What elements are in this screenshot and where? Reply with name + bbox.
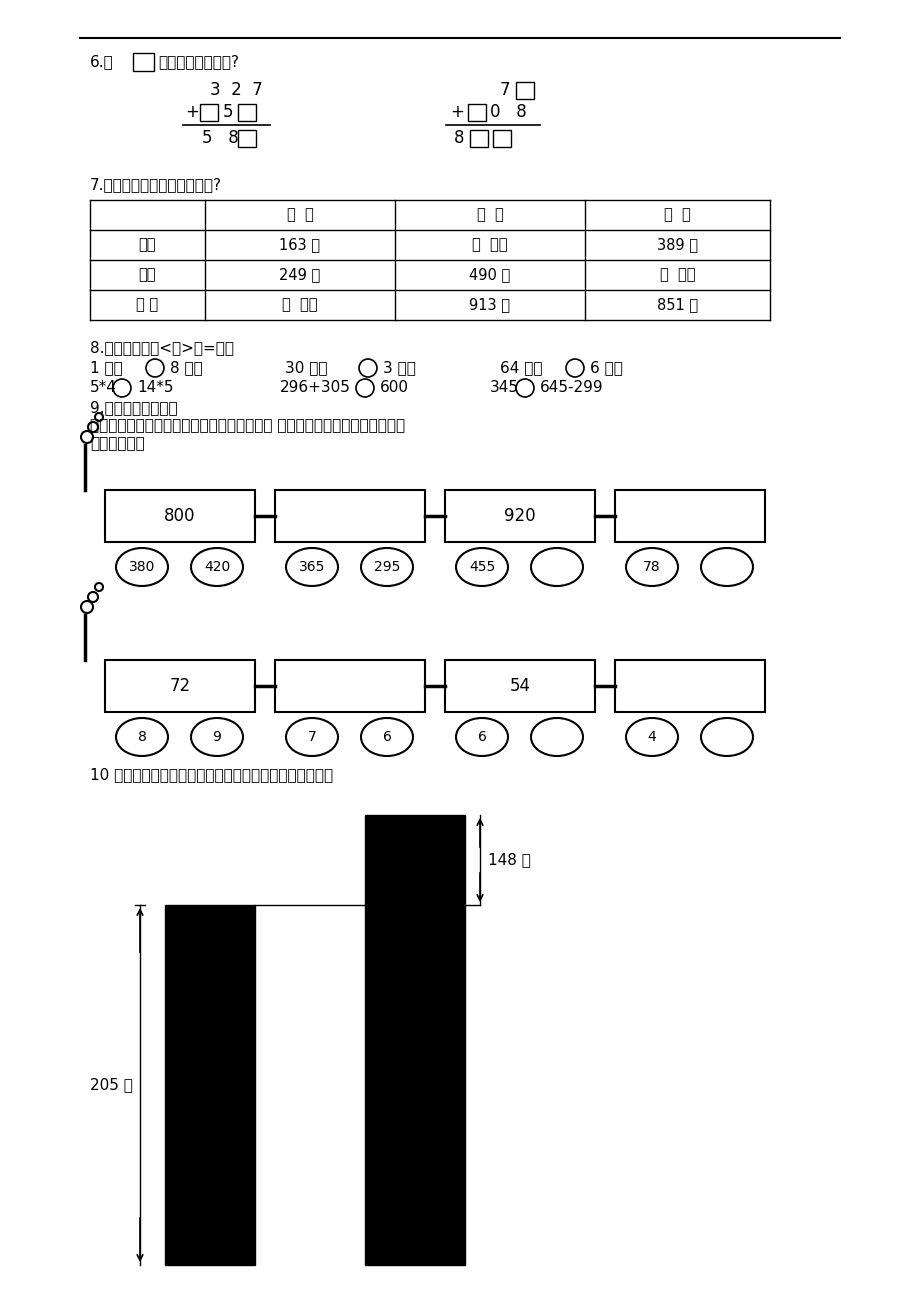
Text: 455: 455 bbox=[469, 560, 494, 574]
Text: 920: 920 bbox=[504, 506, 535, 525]
Text: 7: 7 bbox=[499, 81, 510, 99]
Text: 64 厘米: 64 厘米 bbox=[499, 361, 542, 375]
Ellipse shape bbox=[360, 548, 413, 586]
Bar bbox=[468, 104, 485, 121]
Bar bbox=[365, 815, 464, 1266]
Bar bbox=[275, 490, 425, 542]
Bar bbox=[105, 490, 255, 542]
Text: 3 厘米: 3 厘米 bbox=[382, 361, 415, 375]
Text: 7: 7 bbox=[307, 730, 316, 743]
Bar bbox=[493, 130, 510, 147]
Text: 5: 5 bbox=[222, 103, 233, 121]
Text: 205 个: 205 个 bbox=[90, 1078, 132, 1092]
Text: 30 毫米: 30 毫米 bbox=[285, 361, 327, 375]
Ellipse shape bbox=[456, 717, 507, 756]
Ellipse shape bbox=[530, 717, 583, 756]
Bar bbox=[614, 660, 765, 712]
Bar bbox=[238, 130, 255, 147]
Ellipse shape bbox=[116, 548, 168, 586]
Text: 7.你能把下面的表格填完整吗?: 7.你能把下面的表格填完整吗? bbox=[90, 177, 221, 193]
Text: +: + bbox=[185, 103, 199, 121]
Text: 14*5: 14*5 bbox=[137, 380, 174, 396]
Text: 5*4: 5*4 bbox=[90, 380, 117, 396]
Text: 还剩: 还剩 bbox=[139, 267, 156, 283]
Ellipse shape bbox=[191, 548, 243, 586]
Text: 卖出: 卖出 bbox=[139, 237, 156, 253]
Text: 365: 365 bbox=[299, 560, 324, 574]
Ellipse shape bbox=[286, 548, 337, 586]
Text: 249 个: 249 个 bbox=[279, 267, 321, 283]
Ellipse shape bbox=[625, 548, 677, 586]
Text: 389 个: 389 个 bbox=[656, 237, 698, 253]
Bar bbox=[614, 490, 765, 542]
Text: 10 下图是今天养鸡场收蛋情况。看图提出问题，并解答。: 10 下图是今天养鸡场收蛋情况。看图提出问题，并解答。 bbox=[90, 767, 333, 783]
Bar bbox=[238, 104, 255, 121]
Bar bbox=[470, 130, 487, 147]
Text: 420: 420 bbox=[204, 560, 230, 574]
Text: 缺少的数字。: 缺少的数字。 bbox=[90, 436, 144, 452]
Text: 里的数可以怎么填?: 里的数可以怎么填? bbox=[158, 55, 239, 69]
Text: 8 毫米: 8 毫米 bbox=[170, 361, 202, 375]
Text: 800: 800 bbox=[165, 506, 196, 525]
Text: 0   8: 0 8 bbox=[490, 103, 527, 121]
Text: +: + bbox=[449, 103, 463, 121]
Text: 6: 6 bbox=[477, 730, 486, 743]
Bar bbox=[199, 104, 218, 121]
Ellipse shape bbox=[530, 548, 583, 586]
Bar bbox=[445, 660, 595, 712]
Text: 72: 72 bbox=[169, 677, 190, 695]
Text: 490 个: 490 个 bbox=[469, 267, 510, 283]
Ellipse shape bbox=[700, 717, 752, 756]
Text: 排  球: 排 球 bbox=[476, 207, 503, 223]
Text: 1 分米: 1 分米 bbox=[90, 361, 122, 375]
Ellipse shape bbox=[191, 717, 243, 756]
Ellipse shape bbox=[286, 717, 337, 756]
Bar bbox=[275, 660, 425, 712]
Text: （  ）个: （ ）个 bbox=[282, 297, 317, 312]
Text: 3  2  7: 3 2 7 bbox=[210, 81, 263, 99]
Text: 345: 345 bbox=[490, 380, 518, 396]
Text: 先观察每列数字火车第一节车厢上三个数字之 间的关系，再填写其它节车厢上: 先观察每列数字火车第一节车厢上三个数字之 间的关系，再填写其它节车厢上 bbox=[90, 418, 404, 434]
Text: 足  球: 足 球 bbox=[664, 207, 690, 223]
Bar bbox=[516, 82, 533, 99]
Text: 380: 380 bbox=[129, 560, 155, 574]
Text: 6: 6 bbox=[382, 730, 391, 743]
Text: 295: 295 bbox=[373, 560, 400, 574]
Ellipse shape bbox=[360, 717, 413, 756]
Ellipse shape bbox=[116, 717, 168, 756]
Text: 8: 8 bbox=[138, 730, 146, 743]
Ellipse shape bbox=[625, 717, 677, 756]
Text: （  ）个: （ ）个 bbox=[659, 267, 695, 283]
Bar bbox=[445, 490, 595, 542]
Text: 4: 4 bbox=[647, 730, 655, 743]
Text: 6 分米: 6 分米 bbox=[589, 361, 622, 375]
Text: 851 个: 851 个 bbox=[656, 297, 698, 312]
Text: 8.在括号里填上<、>或=号。: 8.在括号里填上<、>或=号。 bbox=[90, 341, 233, 355]
Text: 296+305: 296+305 bbox=[279, 380, 350, 396]
Text: （  ）个: （ ）个 bbox=[471, 237, 507, 253]
Text: 篹  球: 篹 球 bbox=[287, 207, 313, 223]
Bar bbox=[133, 53, 153, 72]
Text: 5   8: 5 8 bbox=[202, 129, 239, 147]
Text: 6.在: 6.在 bbox=[90, 55, 114, 69]
Text: 163 个: 163 个 bbox=[279, 237, 320, 253]
Text: 78: 78 bbox=[642, 560, 660, 574]
Text: 原 有: 原 有 bbox=[136, 297, 158, 312]
Text: 54: 54 bbox=[509, 677, 530, 695]
Bar bbox=[165, 905, 255, 1266]
Text: 8: 8 bbox=[453, 129, 464, 147]
Text: 600: 600 bbox=[380, 380, 409, 396]
Text: 913 个: 913 个 bbox=[469, 297, 510, 312]
Text: 645-299: 645-299 bbox=[539, 380, 603, 396]
Text: 148 个: 148 个 bbox=[487, 853, 530, 867]
Ellipse shape bbox=[456, 548, 507, 586]
Ellipse shape bbox=[700, 548, 752, 586]
Text: 9.找规律，填数字。: 9.找规律，填数字。 bbox=[90, 401, 177, 415]
Text: 9: 9 bbox=[212, 730, 221, 743]
Bar bbox=[105, 660, 255, 712]
